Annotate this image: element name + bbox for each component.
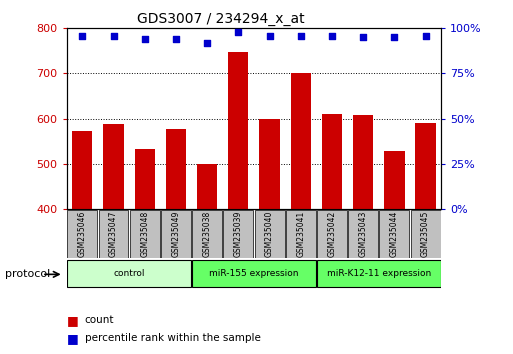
Point [390, 35, 399, 40]
Bar [254, 210, 285, 258]
Bar [98, 210, 128, 258]
Bar [286, 210, 315, 258]
Text: GSM235047: GSM235047 [109, 210, 118, 257]
Point [234, 29, 243, 35]
Text: GSM235041: GSM235041 [296, 211, 305, 257]
Point [109, 33, 117, 38]
Text: GSM235049: GSM235049 [171, 210, 181, 257]
Bar [72, 131, 92, 354]
Bar [192, 260, 315, 287]
Bar [197, 164, 218, 354]
Point [203, 40, 211, 46]
Text: GSM235039: GSM235039 [234, 210, 243, 257]
Text: GSM235048: GSM235048 [140, 211, 149, 257]
Bar [416, 122, 436, 354]
Text: protocol: protocol [5, 269, 50, 279]
Bar [166, 130, 186, 354]
Text: GSM235040: GSM235040 [265, 210, 274, 257]
Bar [317, 210, 347, 258]
Bar [353, 115, 373, 354]
Text: count: count [85, 315, 114, 325]
Text: GSM235044: GSM235044 [390, 210, 399, 257]
Point [359, 35, 367, 40]
Text: GSM235045: GSM235045 [421, 210, 430, 257]
Point [328, 33, 336, 38]
Point [78, 33, 86, 38]
Text: GSM235043: GSM235043 [359, 210, 368, 257]
Point [172, 36, 180, 42]
Bar [130, 210, 160, 258]
Point [141, 36, 149, 42]
Bar [228, 52, 248, 354]
Bar [161, 210, 191, 258]
Text: miR-155 expression: miR-155 expression [209, 269, 299, 278]
Text: GDS3007 / 234294_x_at: GDS3007 / 234294_x_at [137, 12, 304, 27]
Bar [223, 210, 253, 258]
Point [297, 33, 305, 38]
Text: GSM235046: GSM235046 [78, 210, 87, 257]
Text: control: control [113, 269, 145, 278]
Point [422, 33, 430, 38]
Bar [290, 74, 311, 354]
Bar [134, 149, 155, 354]
Bar [410, 210, 441, 258]
Bar [380, 210, 409, 258]
Bar [348, 210, 378, 258]
Text: ■: ■ [67, 332, 78, 344]
Text: percentile rank within the sample: percentile rank within the sample [85, 333, 261, 343]
Text: miR-K12-11 expression: miR-K12-11 expression [327, 269, 431, 278]
Bar [103, 124, 124, 354]
Bar [384, 151, 405, 354]
Text: GSM235038: GSM235038 [203, 211, 212, 257]
Bar [260, 119, 280, 354]
Bar [67, 210, 97, 258]
Bar [322, 114, 342, 354]
Bar [67, 260, 191, 287]
Text: ■: ■ [67, 314, 78, 327]
Bar [192, 210, 222, 258]
Text: GSM235042: GSM235042 [327, 211, 337, 257]
Point [265, 33, 273, 38]
Bar [317, 260, 441, 287]
